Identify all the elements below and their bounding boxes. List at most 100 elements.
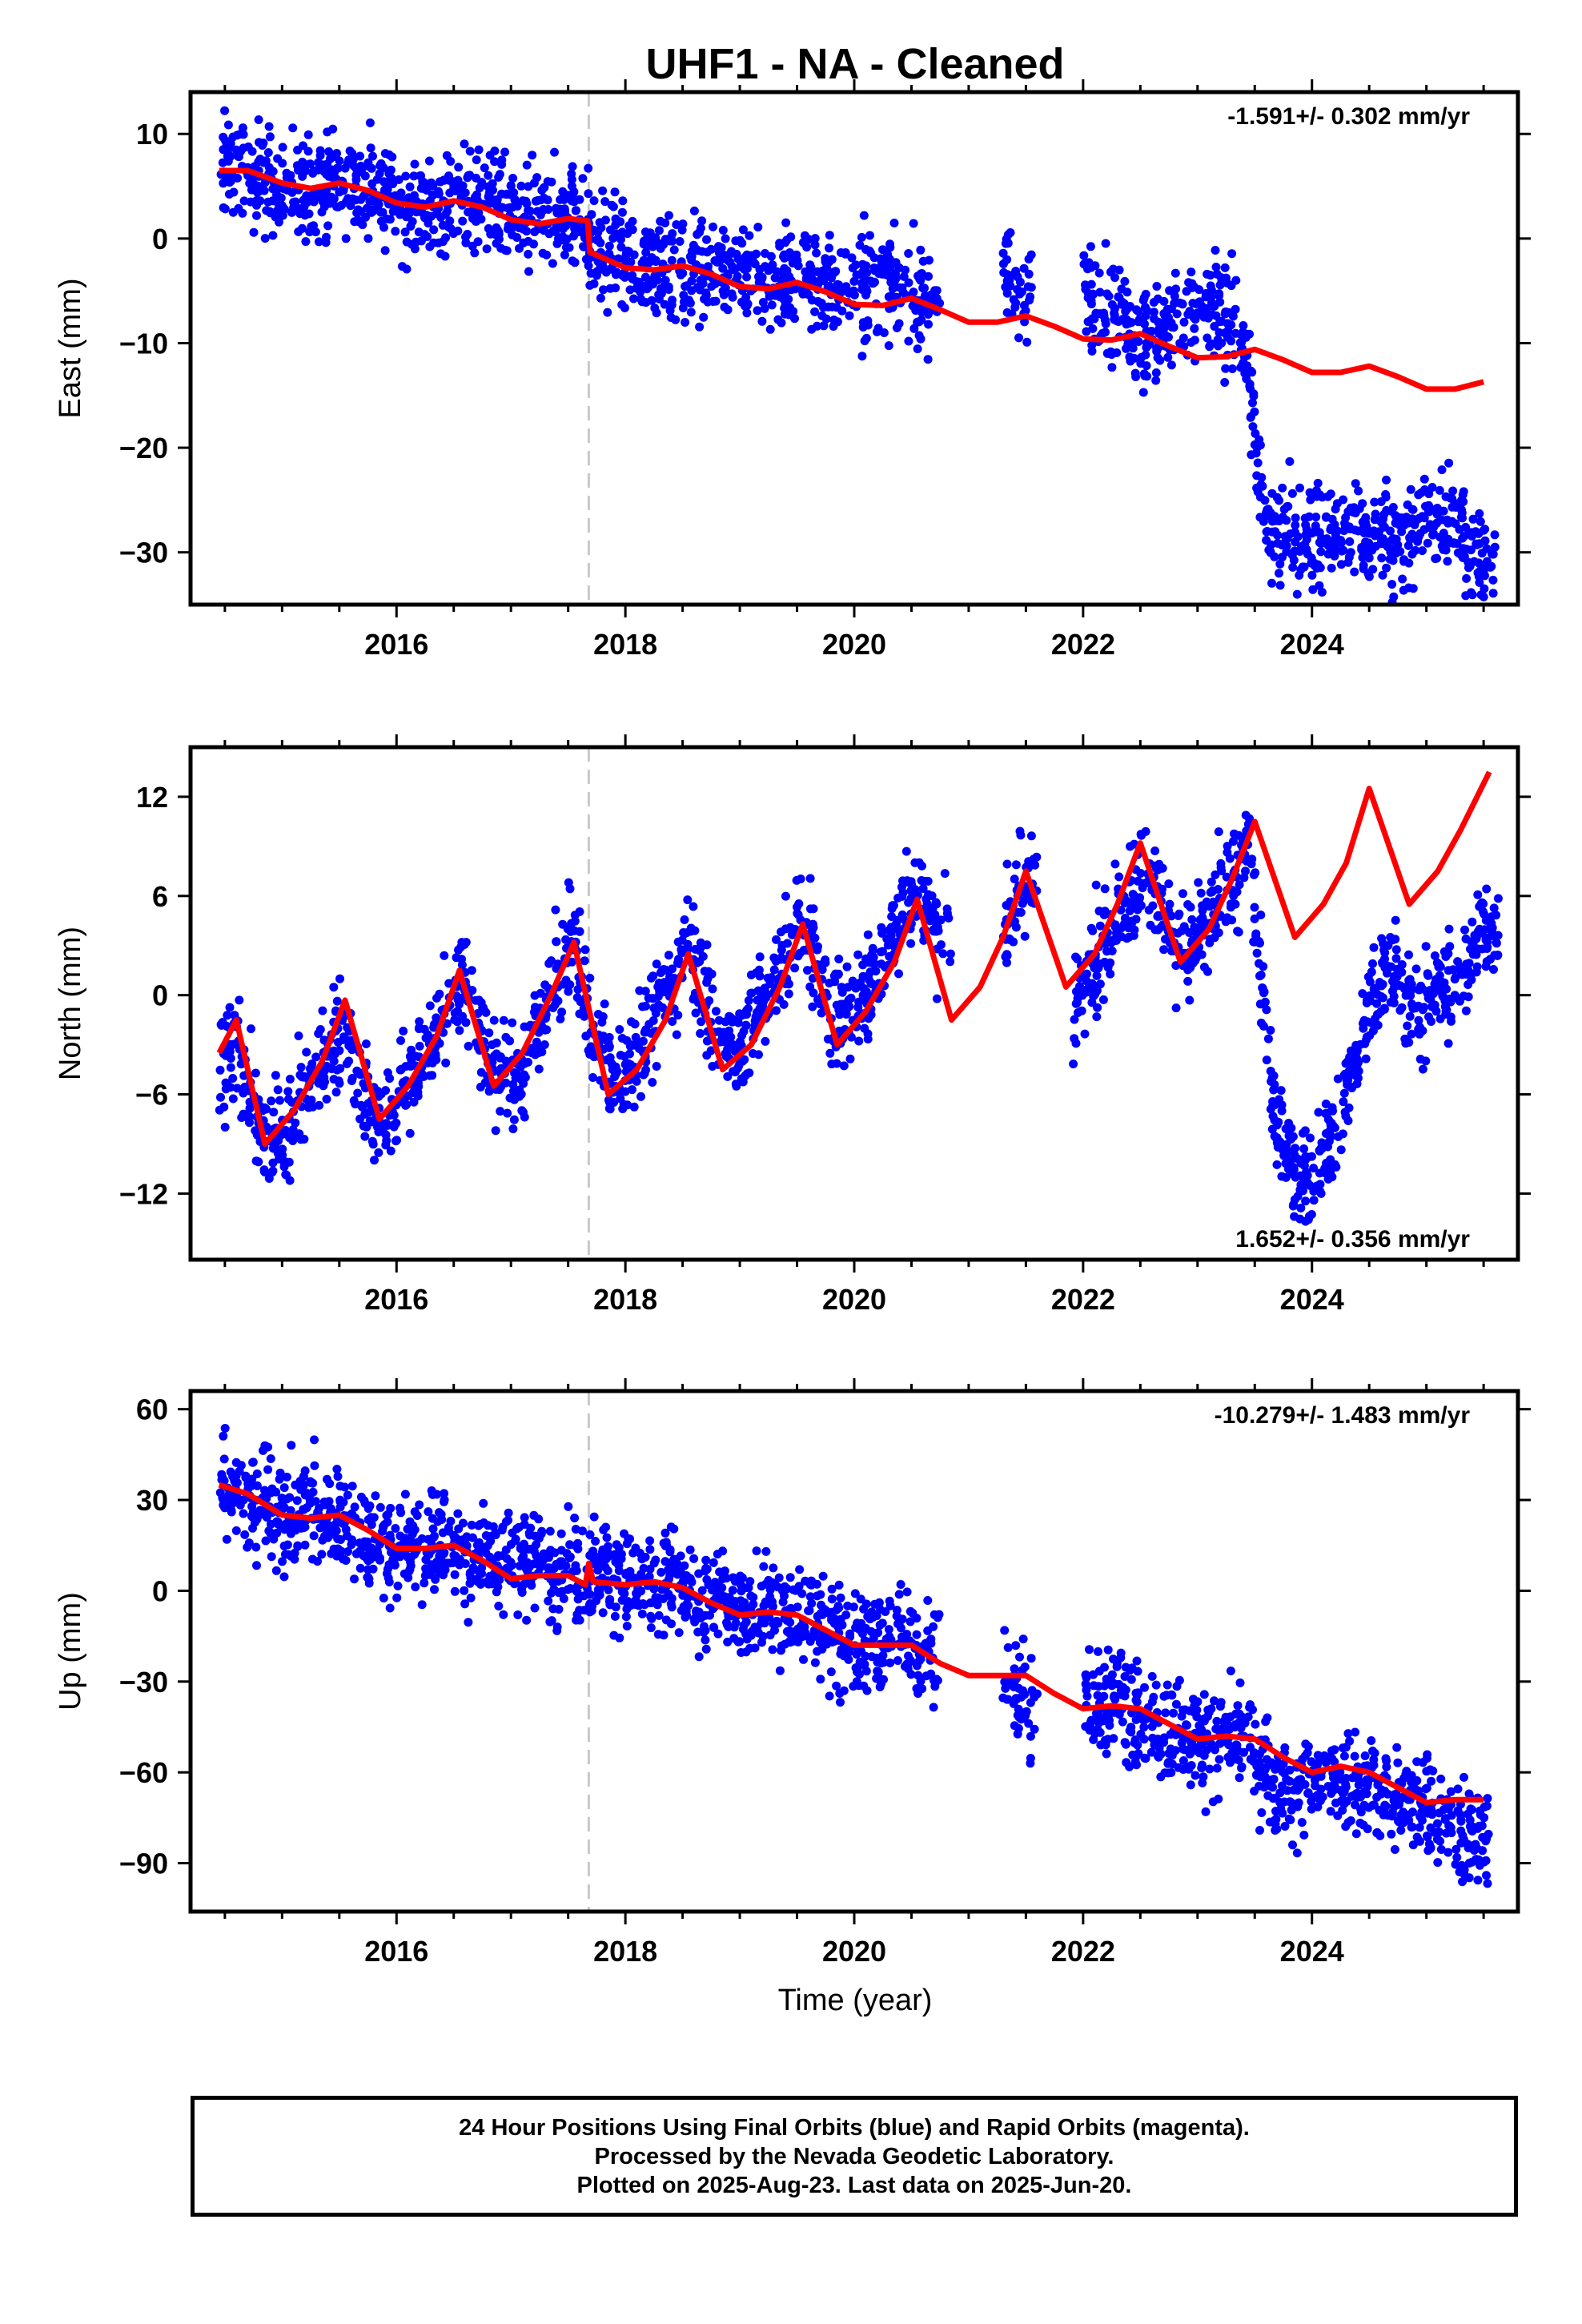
data-point <box>686 308 696 317</box>
data-point <box>281 1129 290 1139</box>
data-point <box>1340 522 1350 532</box>
data-point <box>282 1472 291 1482</box>
x-tick-label: 2018 <box>593 1283 657 1316</box>
data-point <box>1391 945 1401 955</box>
data-point <box>465 147 475 156</box>
data-point <box>1492 951 1502 960</box>
data-point <box>323 221 333 231</box>
data-point <box>1125 907 1134 915</box>
data-point <box>1464 965 1473 975</box>
data-point <box>664 951 673 960</box>
data-point <box>1444 995 1454 1003</box>
data-point <box>1400 984 1409 994</box>
data-point <box>251 1156 261 1166</box>
data-point <box>781 924 790 934</box>
data-point <box>680 915 689 924</box>
data-point <box>760 304 769 313</box>
data-point <box>587 210 596 219</box>
data-point <box>301 1072 311 1082</box>
data-point <box>1482 884 1492 894</box>
data-point <box>1306 495 1315 505</box>
data-point <box>916 275 926 285</box>
data-point <box>557 1007 567 1017</box>
data-point <box>909 324 919 333</box>
data-point <box>400 1490 410 1499</box>
data-point <box>351 195 360 205</box>
data-point <box>1292 589 1302 599</box>
data-point <box>268 167 278 176</box>
data-point <box>285 1075 295 1084</box>
data-point <box>417 1600 427 1610</box>
data-point <box>784 989 793 999</box>
data-point <box>442 1019 452 1028</box>
data-point <box>1351 479 1360 489</box>
data-point <box>1110 308 1119 318</box>
data-point <box>889 939 898 948</box>
data-point <box>1403 1021 1412 1031</box>
data-point <box>573 225 582 235</box>
data-point <box>271 1566 281 1575</box>
y-tick-label: −20 <box>119 432 168 464</box>
data-point <box>805 874 815 883</box>
data-point <box>392 1136 401 1145</box>
data-point <box>1369 943 1379 952</box>
data-point <box>508 1124 518 1134</box>
data-point <box>478 1542 488 1552</box>
data-point <box>636 1092 645 1101</box>
data-point <box>877 923 886 932</box>
data-point <box>464 171 473 180</box>
data-point <box>568 162 577 171</box>
data-point <box>1214 827 1223 837</box>
data-point <box>1387 580 1397 589</box>
data-point <box>1332 499 1342 509</box>
y-tick-label: −6 <box>135 1079 168 1112</box>
data-point <box>914 331 924 340</box>
data-point <box>1375 978 1384 987</box>
data-point <box>599 285 608 295</box>
data-point <box>525 207 535 216</box>
data-point <box>310 1435 319 1445</box>
data-point <box>260 234 270 243</box>
data-point <box>274 1136 283 1145</box>
data-point <box>1151 368 1161 377</box>
data-point <box>301 166 310 175</box>
data-point <box>268 231 278 240</box>
data-point <box>1493 894 1503 903</box>
data-point <box>1231 304 1240 314</box>
data-point <box>324 147 334 156</box>
data-point <box>1488 549 1498 559</box>
data-point <box>1299 1161 1309 1171</box>
data-point <box>508 1080 518 1089</box>
data-point <box>1312 527 1322 537</box>
data-point <box>1460 925 1469 935</box>
data-point <box>1160 312 1170 321</box>
data-point <box>877 959 886 969</box>
x-tick-label: 2022 <box>1051 1283 1115 1316</box>
data-point <box>1183 900 1193 909</box>
data-point <box>620 1087 630 1096</box>
data-point <box>318 1072 327 1081</box>
data-point <box>1424 1012 1433 1022</box>
data-point <box>1361 518 1371 527</box>
data-point <box>1486 562 1496 572</box>
data-point <box>266 1454 275 1463</box>
data-point <box>671 315 681 324</box>
data-point <box>906 877 916 887</box>
data-point <box>1367 545 1377 555</box>
data-point <box>1106 267 1115 277</box>
data-point <box>1241 866 1250 876</box>
data-point <box>897 283 907 292</box>
data-point <box>412 1511 422 1520</box>
data-point <box>920 283 929 293</box>
data-point <box>248 1458 258 1467</box>
data-point <box>1106 958 1115 967</box>
data-point <box>753 1007 761 1017</box>
data-point <box>1435 485 1444 495</box>
data-point <box>909 287 918 297</box>
data-point <box>1114 265 1124 275</box>
data-point <box>1250 903 1259 912</box>
data-point <box>1370 497 1379 507</box>
data-point <box>485 1552 495 1562</box>
data-point <box>535 1534 544 1543</box>
data-point <box>1024 269 1034 279</box>
